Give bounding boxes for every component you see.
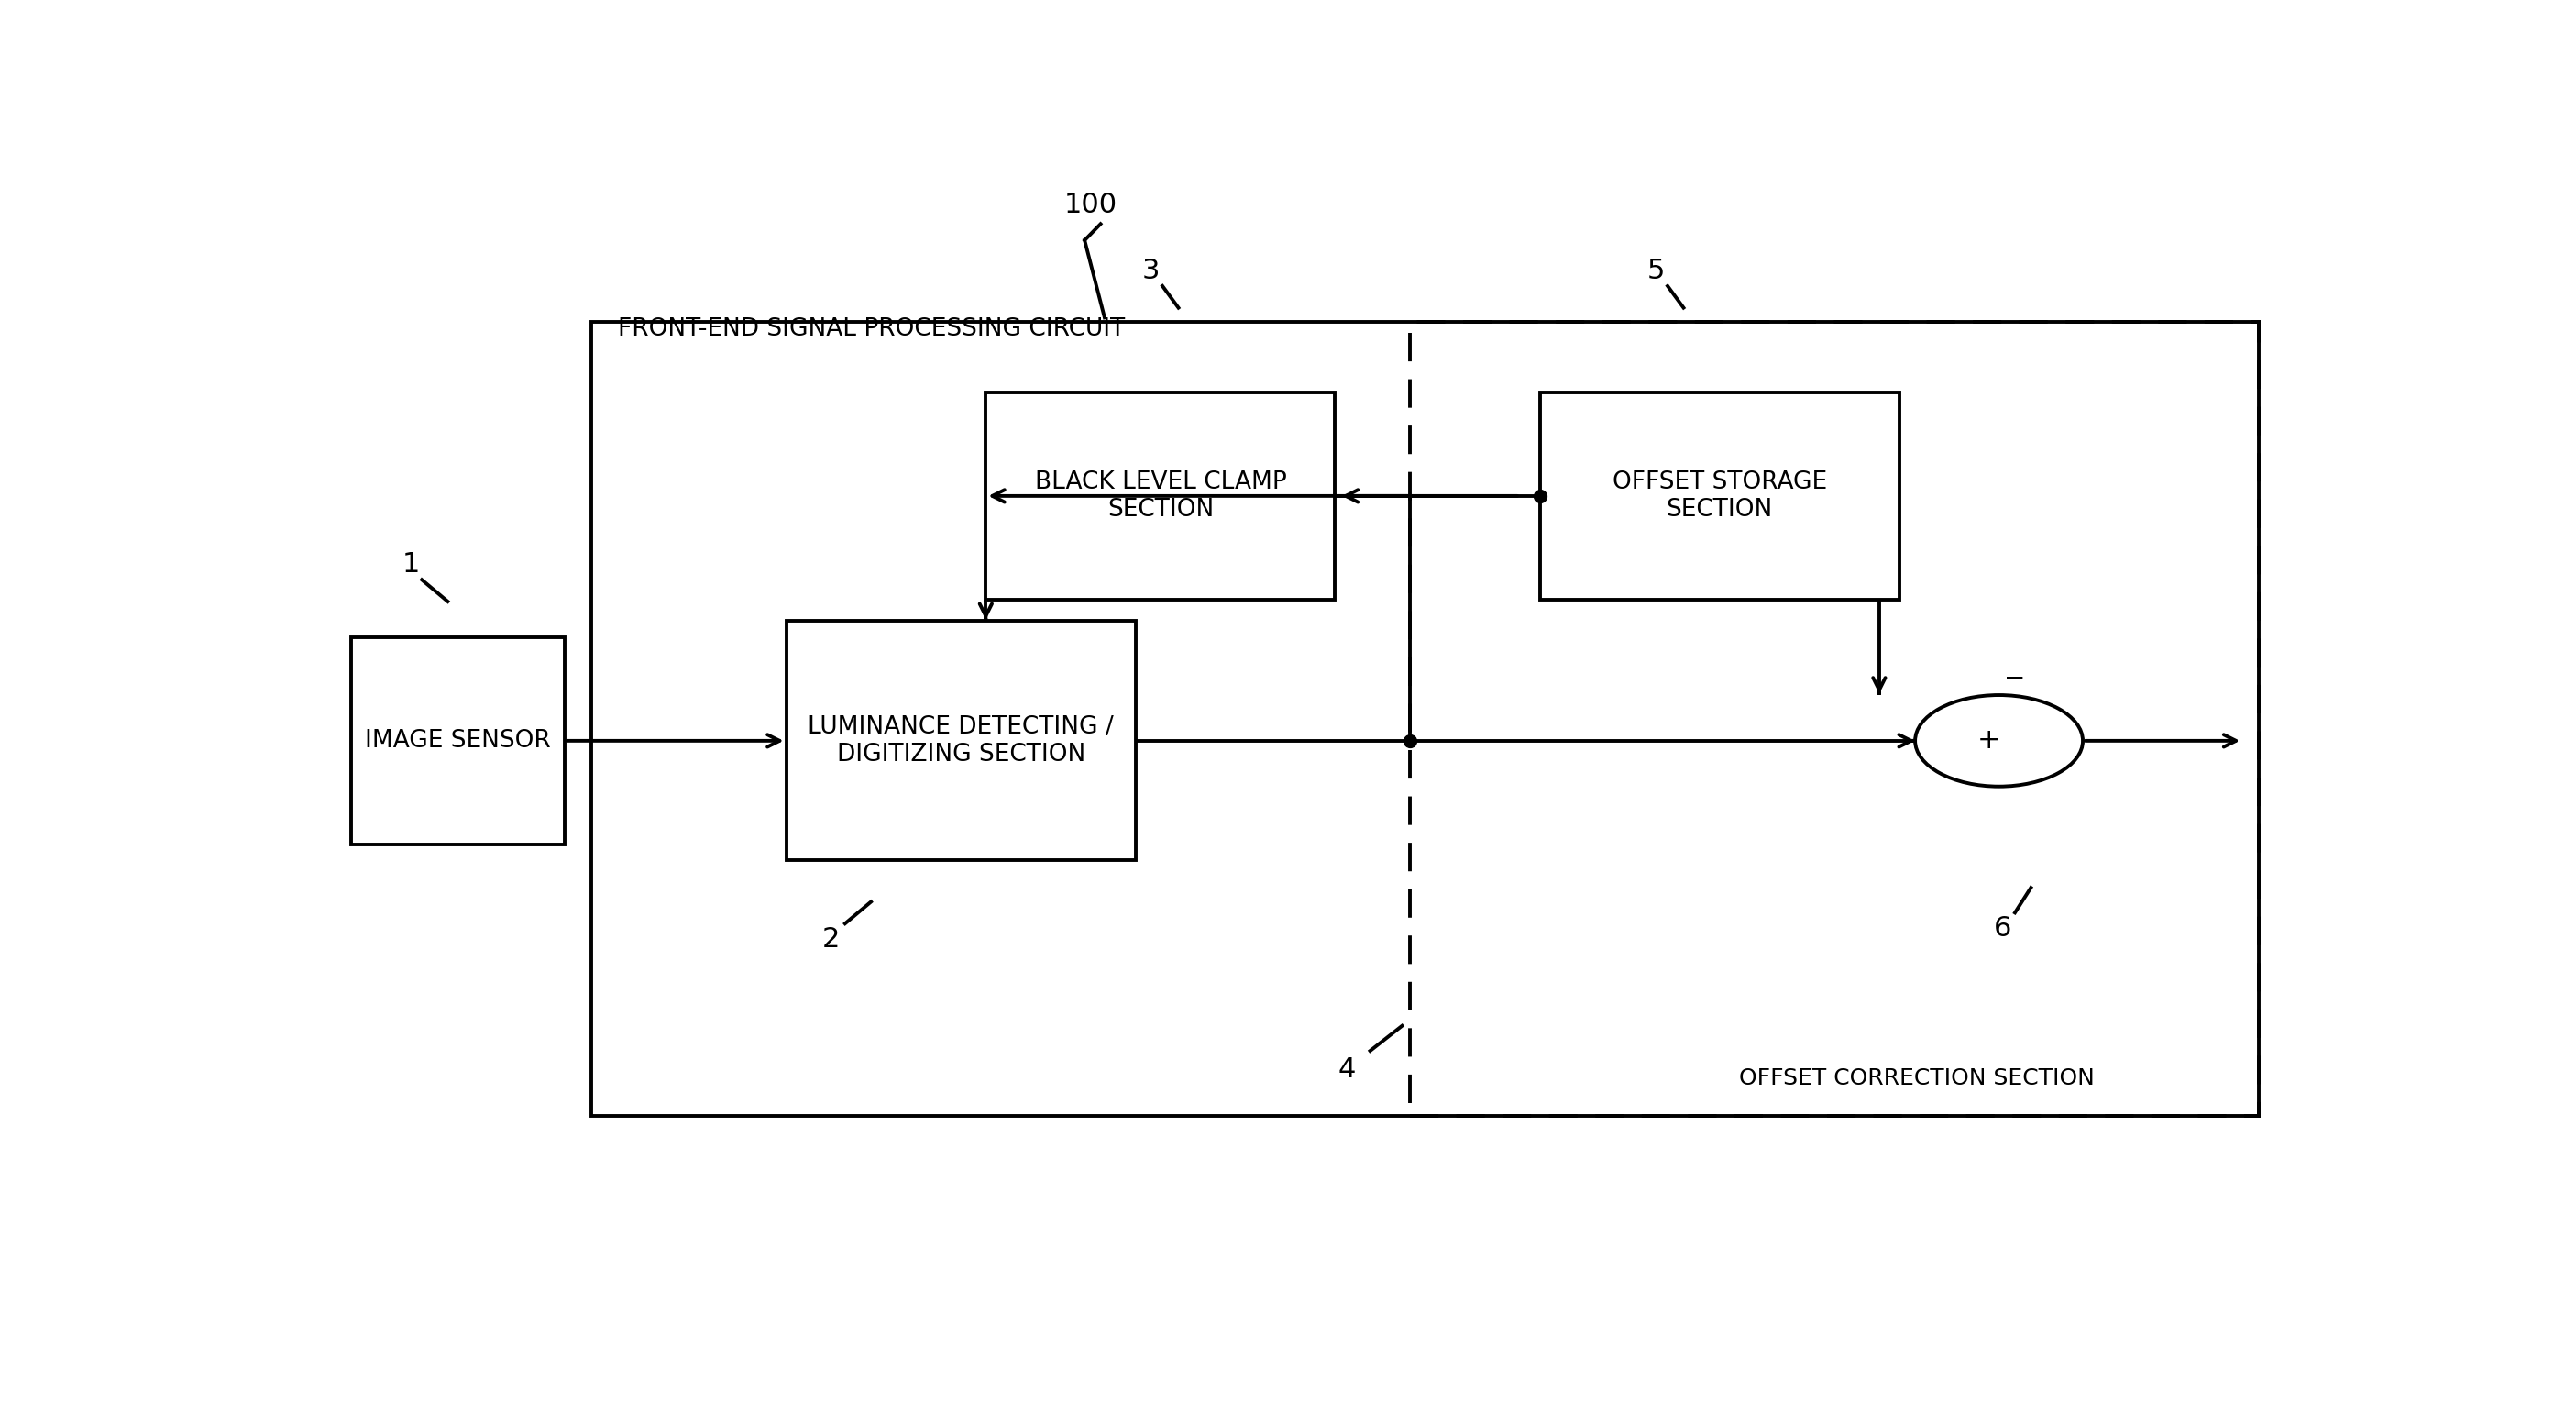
Bar [350,637,564,844]
Text: OFFSET STORAGE
SECTION: OFFSET STORAGE SECTION [1613,471,1826,521]
Text: 4: 4 [1340,1057,1355,1082]
Text: 1: 1 [402,551,420,578]
Text: +: + [1978,728,2002,755]
Text: FRONT-END SIGNAL PROCESSING CIRCUIT: FRONT-END SIGNAL PROCESSING CIRCUIT [618,318,1126,342]
Text: 6: 6 [1994,914,2012,941]
Bar [1409,322,2259,1116]
Text: 5: 5 [1646,257,1664,284]
Bar [786,622,1136,861]
Text: 2: 2 [822,926,840,952]
Text: 3: 3 [1141,257,1159,284]
Text: BLACK LEVEL CLAMP
SECTION: BLACK LEVEL CLAMP SECTION [1036,471,1285,521]
Bar [1540,393,1899,599]
Bar [592,322,2259,1116]
Text: 100: 100 [1064,192,1118,219]
Text: IMAGE SENSOR: IMAGE SENSOR [366,729,551,753]
Text: LUMINANCE DETECTING /
DIGITIZING SECTION: LUMINANCE DETECTING / DIGITIZING SECTION [809,715,1113,766]
Text: −: − [2004,666,2025,691]
Bar [987,393,1334,599]
Text: OFFSET CORRECTION SECTION: OFFSET CORRECTION SECTION [1739,1067,2094,1089]
